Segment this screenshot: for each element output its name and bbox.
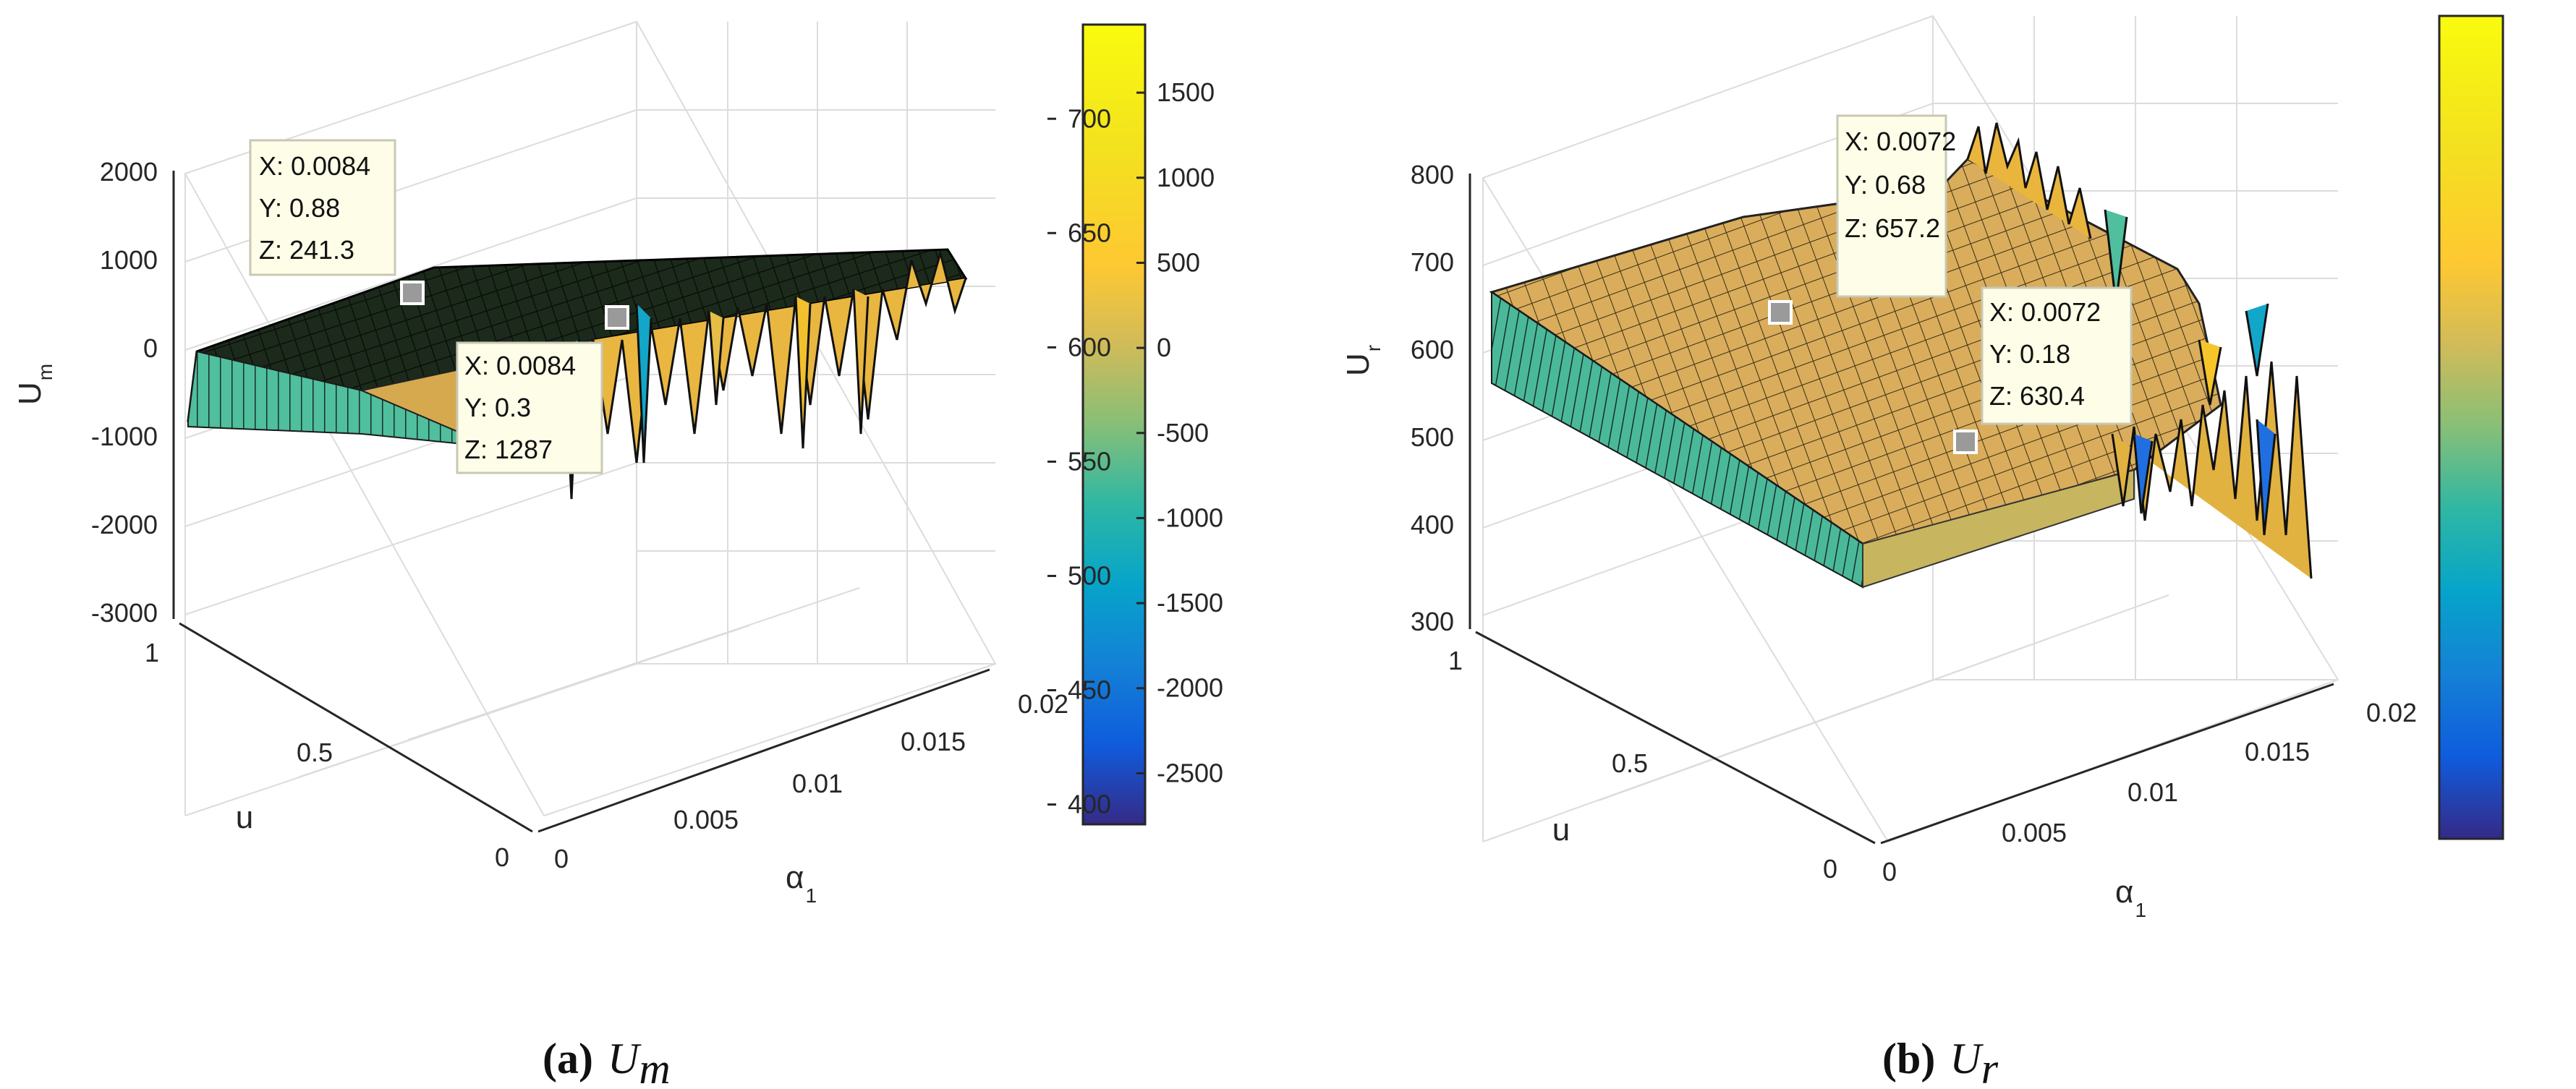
panel-b-z-ticks: 800 700 600 500 400 300: [1411, 160, 1454, 636]
y-tick: 0: [495, 842, 509, 872]
x-tick: 0: [1882, 857, 1897, 887]
datatip-x: X: 0.0072: [1845, 127, 1956, 156]
panel-a: 2000 1000 0 -1000 -2000 -3000 1 0.5 0 0 …: [12, 20, 1223, 1089]
panel-a-x-ticks: 0 0.005 0.01 0.015 0.02: [554, 689, 1068, 874]
colorbar-tick-label: 600: [1068, 332, 1111, 362]
colorbar-tick-label: 500: [1068, 560, 1111, 590]
z-tick: 500: [1411, 422, 1454, 452]
colorbar-tick-label: 400: [1068, 790, 1111, 819]
z-tick: -1000: [91, 422, 158, 451]
panel-a-datatip-1[interactable]: X: 0.0084 Y: 0.88 Z: 241.3: [249, 139, 425, 305]
panel-b-caption: (b) Ur: [1882, 1035, 1999, 1089]
panel-b-x-ticks: 0 0.005 0.01 0.015 0.02: [1882, 698, 2417, 887]
colorbar-tick-label: -1000: [1157, 503, 1223, 532]
datatip-z: Z: 1287: [464, 435, 553, 464]
colorbar-tick-label: 1500: [1157, 77, 1215, 107]
datatip-marker[interactable]: [400, 281, 425, 305]
x-tick: 0.005: [673, 805, 739, 834]
z-tick: 700: [1411, 247, 1454, 277]
datatip-z: Z: 630.4: [1989, 381, 2085, 411]
colorbar-tick-label: -2000: [1157, 673, 1223, 703]
x-tick: 0.015: [2245, 737, 2310, 766]
colorbar-tick-label: 450: [1068, 675, 1111, 705]
datatip-y: Y: 0.18: [1989, 339, 2070, 369]
colorbar-tick-label: -500: [1157, 418, 1209, 448]
datatip-z: Z: 241.3: [259, 235, 354, 265]
datatip-marker[interactable]: [605, 305, 629, 330]
z-tick: 400: [1411, 510, 1454, 539]
panel-b-axes: [1468, 174, 2334, 845]
x-tick: 0.02: [2366, 698, 2417, 727]
datatip-x: X: 0.0072: [1989, 297, 2101, 327]
x-axis-label: α1: [786, 860, 817, 907]
panel-a-axes: [172, 171, 990, 833]
z-tick: 1000: [100, 245, 158, 275]
z-tick: -3000: [91, 598, 158, 628]
colorbar-tick-label: 1000: [1157, 163, 1215, 192]
datatip-y: Y: 0.3: [464, 393, 531, 422]
x-tick: 0.01: [792, 769, 843, 798]
z-tick: 2000: [100, 157, 158, 187]
y-tick: 1: [145, 638, 159, 667]
panel-a-datatip-2[interactable]: X: 0.0084 Y: 0.3 Z: 1287: [456, 305, 629, 474]
z-axis-label: Um: [12, 364, 56, 405]
x-axis-label: α1: [2115, 874, 2146, 921]
colorbar-tick-label: 0: [1157, 333, 1171, 362]
panel-b-surface: [1489, 122, 2313, 589]
z-tick: 600: [1411, 335, 1454, 364]
panel-b: 800 700 600 500 400 300 1 0.5 0 0 0.005 …: [1047, 14, 2504, 1089]
datatip-marker[interactable]: [1768, 300, 1793, 325]
panel-b-datatip-1[interactable]: X: 0.0072 Y: 0.68 Z: 657.2: [1768, 114, 1956, 325]
datatip-y: Y: 0.68: [1845, 170, 1926, 200]
datatip-x: X: 0.0084: [259, 151, 370, 181]
z-tick: 300: [1411, 607, 1454, 636]
z-tick: 0: [143, 333, 158, 363]
panel-b-colorbar: 700 650 600 550 500 450 400: [1047, 14, 2504, 840]
panel-a-caption: (a) Um: [543, 1035, 671, 1089]
z-tick: -2000: [91, 510, 158, 539]
y-tick: 0.5: [297, 738, 333, 767]
datatip-marker[interactable]: [1953, 430, 1978, 454]
y-axis-label: u: [1552, 812, 1570, 847]
panel-b-y-ticks: 1 0.5 0: [1448, 646, 1837, 884]
datatip-x: X: 0.0084: [464, 351, 576, 380]
z-axis-label: Ur: [1340, 345, 1385, 376]
panel-a-axis-labels: Um u α1: [12, 364, 817, 907]
y-tick: 0.5: [1612, 748, 1648, 778]
datatip-z: Z: 657.2: [1845, 213, 1940, 243]
x-tick: 0: [554, 844, 569, 874]
panel-a-z-ticks: 2000 1000 0 -1000 -2000 -3000: [91, 157, 158, 628]
panel-a-y-ticks: 1 0.5 0: [145, 638, 509, 872]
x-tick: 0.01: [2127, 777, 2178, 807]
y-axis-label: u: [236, 800, 253, 835]
x-tick: 0.005: [2002, 818, 2067, 847]
x-tick: 0.015: [901, 727, 966, 756]
z-tick: 800: [1411, 160, 1454, 189]
datatip-y: Y: 0.88: [259, 193, 340, 223]
colorbar-tick-label: -1500: [1157, 588, 1223, 618]
panel-a-colorbar: 1500 1000 500 0 -500 -1000 -1500 -2000 -2500: [1081, 23, 1223, 826]
x-tick: 0.02: [1018, 689, 1068, 719]
y-tick: 1: [1448, 646, 1463, 675]
panel-b-axis-labels: Ur u α1: [1340, 345, 2146, 921]
colorbar-tick-label: 550: [1068, 446, 1111, 476]
colorbar-tick-label: 700: [1068, 103, 1111, 133]
panel-b-datatip-2[interactable]: X: 0.0072 Y: 0.18 Z: 630.4: [1953, 286, 2133, 454]
colorbar-tick-label: 500: [1157, 247, 1200, 277]
colorbar-tick-label: 650: [1068, 218, 1111, 247]
y-tick: 0: [1823, 854, 1837, 884]
colorbar-tick-label: -2500: [1157, 758, 1223, 787]
